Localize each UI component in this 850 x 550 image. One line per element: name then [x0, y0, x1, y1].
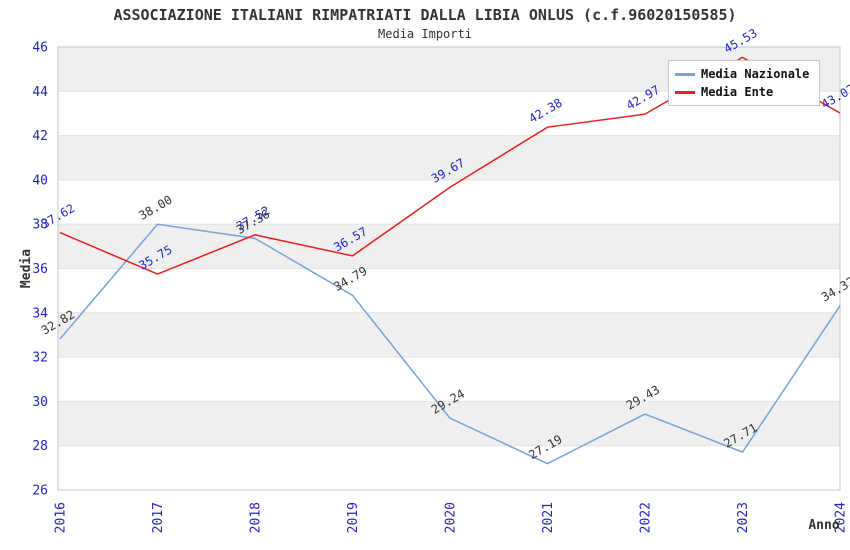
plot-border	[57, 46, 841, 491]
legend-swatch-icon	[675, 72, 695, 76]
plot-band	[58, 312, 840, 358]
plot-band	[58, 135, 840, 180]
plot-band	[58, 224, 840, 269]
legend-item-media-nazionale: Media Nazionale	[675, 65, 813, 83]
legend-label: Media Ente	[701, 85, 774, 99]
y-tick-label: 46	[32, 41, 48, 56]
y-tick-label: 38	[32, 218, 48, 233]
y-tick-label: 32	[32, 351, 48, 366]
x-tick-label: 2023	[736, 502, 751, 533]
x-tick-label: 2018	[249, 502, 264, 533]
legend-label: Media Nazionale	[701, 67, 810, 81]
x-axis-title: Anno	[808, 518, 839, 533]
chart-title: ASSOCIAZIONE ITALIANI RIMPATRIATI DALLA …	[113, 6, 737, 24]
legend-item-media-ente: Media Ente	[675, 83, 813, 101]
x-tick-label: 2016	[54, 502, 69, 533]
x-tick-label: 2024	[834, 502, 849, 533]
x-tick-label: 2017	[151, 502, 166, 533]
y-tick-label: 28	[32, 439, 48, 454]
y-tick-label: 36	[32, 262, 48, 277]
y-tick-label: 42	[32, 129, 48, 144]
x-tick-label: 2021	[541, 502, 556, 533]
chart-subtitle: Media Importi	[378, 27, 472, 41]
y-tick-label: 30	[32, 395, 48, 410]
data-point-label: 42.38	[526, 96, 564, 126]
chart-legend: Media Nazionale Media Ente	[668, 60, 820, 106]
series-line-media-nazionale	[59, 223, 841, 465]
x-tick-label: 2020	[444, 502, 459, 533]
y-tick-label: 44	[32, 85, 48, 100]
y-tick-label: 26	[32, 484, 48, 499]
plot-band	[58, 401, 840, 446]
y-tick-label: 40	[32, 173, 48, 188]
x-tick-label: 2022	[639, 502, 654, 533]
legend-swatch-icon	[675, 90, 695, 94]
x-tick-label: 2019	[346, 502, 361, 533]
y-axis-title: Media	[19, 249, 34, 288]
y-tick-label: 34	[32, 306, 48, 321]
data-point-label: 38.00	[136, 193, 174, 223]
data-point-label: 34.32	[819, 274, 850, 304]
